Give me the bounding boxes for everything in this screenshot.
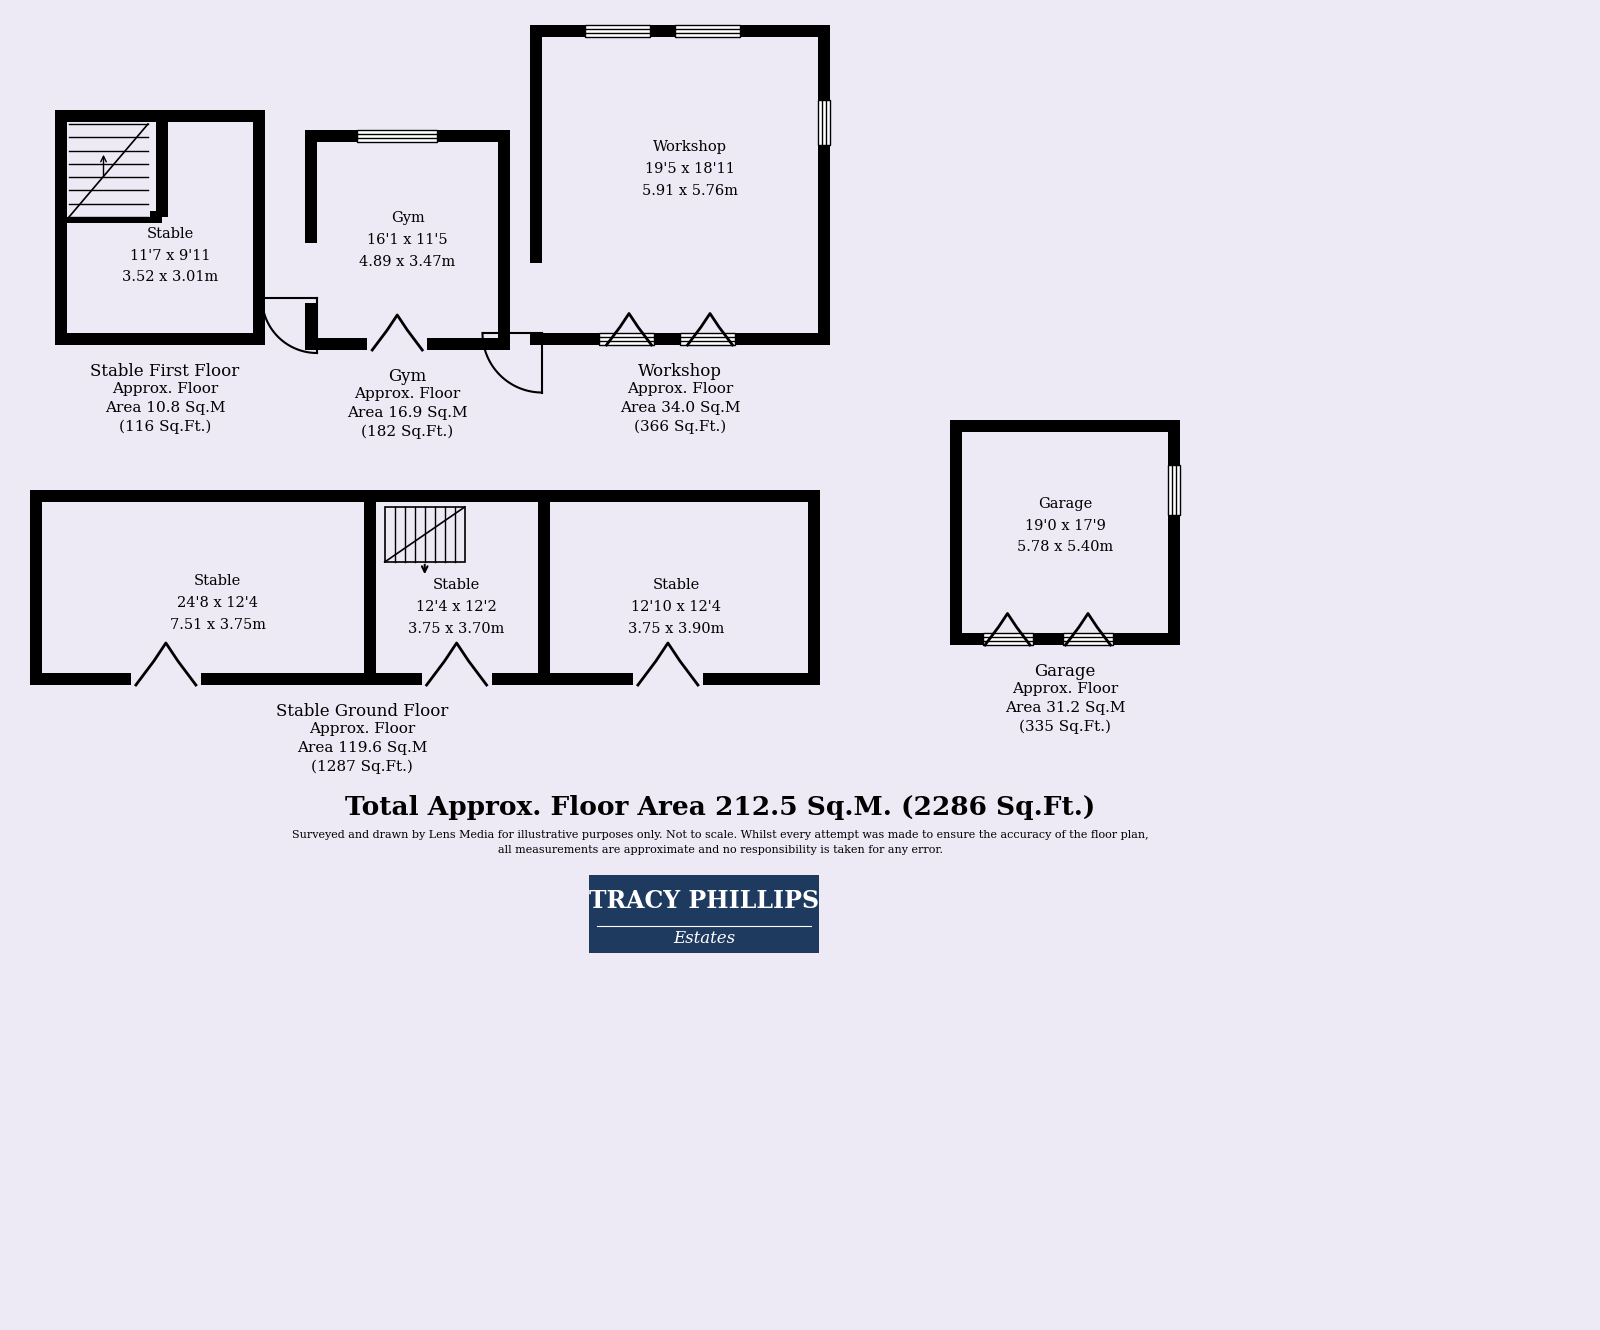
Text: Area 10.8 Sq.M: Area 10.8 Sq.M (104, 402, 226, 415)
Text: Approx. Floor: Approx. Floor (627, 382, 733, 396)
Text: (335 Sq.Ft.): (335 Sq.Ft.) (1019, 720, 1110, 734)
Text: Gym: Gym (389, 368, 427, 384)
Text: Workshop: Workshop (638, 363, 722, 380)
Bar (30, 489, 821, 685)
Text: (116 Sq.Ft.): (116 Sq.Ft.) (118, 420, 211, 435)
Bar (962, 432, 1168, 633)
Bar (1168, 465, 1181, 515)
Bar (42, 501, 808, 673)
Bar (530, 25, 830, 344)
Text: Stable
24'8 x 12'4
7.51 x 3.75m: Stable 24'8 x 12'4 7.51 x 3.75m (170, 575, 266, 632)
Bar (586, 25, 650, 37)
Text: Total Approx. Floor Area 212.5 Sq.M. (2286 Sq.Ft.): Total Approx. Floor Area 212.5 Sq.M. (22… (346, 795, 1094, 821)
Text: Approx. Floor: Approx. Floor (112, 382, 218, 396)
Text: Approx. Floor: Approx. Floor (1011, 682, 1118, 696)
Bar (982, 633, 1032, 645)
Text: Garage
19'0 x 17'9
5.78 x 5.40m: Garage 19'0 x 17'9 5.78 x 5.40m (1018, 497, 1114, 555)
Bar (157, 122, 168, 217)
Text: Stable First Floor: Stable First Floor (90, 363, 240, 380)
Text: Stable Ground Floor: Stable Ground Floor (275, 704, 448, 720)
Text: Surveyed and drawn by Lens Media for illustrative purposes only. Not to scale. W: Surveyed and drawn by Lens Media for ill… (291, 830, 1149, 855)
Bar (384, 507, 464, 563)
Text: Approx. Floor: Approx. Floor (354, 387, 461, 402)
Bar (1062, 633, 1114, 645)
Bar (67, 122, 150, 217)
Text: Area 119.6 Sq.M: Area 119.6 Sq.M (296, 741, 427, 755)
Bar (538, 501, 549, 685)
Bar (982, 633, 1032, 645)
Bar (67, 122, 253, 332)
Bar (363, 501, 376, 685)
Bar (530, 263, 544, 332)
Bar (1168, 465, 1181, 515)
Text: (366 Sq.Ft.): (366 Sq.Ft.) (634, 420, 726, 435)
Bar (634, 673, 702, 688)
Bar (422, 673, 491, 688)
Text: Area 16.9 Sq.M: Area 16.9 Sq.M (347, 406, 467, 420)
Bar (589, 875, 819, 954)
Bar (317, 142, 498, 338)
Bar (67, 211, 162, 223)
Bar (598, 332, 654, 344)
Bar (1062, 633, 1114, 645)
Bar (306, 243, 318, 303)
Text: TRACY PHILLIPS: TRACY PHILLIPS (589, 888, 819, 912)
Text: (182 Sq.Ft.): (182 Sq.Ft.) (362, 426, 454, 439)
Text: Area 31.2 Sq.M: Area 31.2 Sq.M (1005, 701, 1125, 716)
Bar (542, 37, 818, 332)
Bar (950, 420, 1181, 645)
Text: Stable
12'10 x 12'4
3.75 x 3.90m: Stable 12'10 x 12'4 3.75 x 3.90m (629, 579, 725, 636)
Bar (680, 332, 734, 344)
Bar (131, 673, 202, 688)
Bar (306, 130, 510, 350)
Text: Estates: Estates (674, 931, 734, 947)
Text: Workshop
19'5 x 18'11
5.91 x 5.76m: Workshop 19'5 x 18'11 5.91 x 5.76m (642, 140, 738, 198)
Bar (598, 332, 654, 344)
Text: Stable
12'4 x 12'2
3.75 x 3.70m: Stable 12'4 x 12'2 3.75 x 3.70m (408, 579, 504, 636)
Text: Garage: Garage (1034, 662, 1096, 680)
Bar (586, 25, 650, 37)
Bar (818, 100, 830, 145)
Bar (680, 332, 734, 344)
Text: Gym
16'1 x 11'5
4.89 x 3.47m: Gym 16'1 x 11'5 4.89 x 3.47m (360, 211, 456, 269)
Bar (357, 130, 437, 142)
Bar (368, 338, 427, 352)
Text: Approx. Floor: Approx. Floor (309, 722, 414, 735)
Bar (54, 110, 266, 344)
Bar (675, 25, 741, 37)
Bar (675, 25, 741, 37)
Bar (357, 130, 437, 142)
Text: Stable
11'7 x 9'11
3.52 x 3.01m: Stable 11'7 x 9'11 3.52 x 3.01m (122, 227, 218, 285)
Bar (818, 100, 830, 145)
Text: Area 34.0 Sq.M: Area 34.0 Sq.M (619, 402, 741, 415)
Text: (1287 Sq.Ft.): (1287 Sq.Ft.) (310, 759, 413, 774)
